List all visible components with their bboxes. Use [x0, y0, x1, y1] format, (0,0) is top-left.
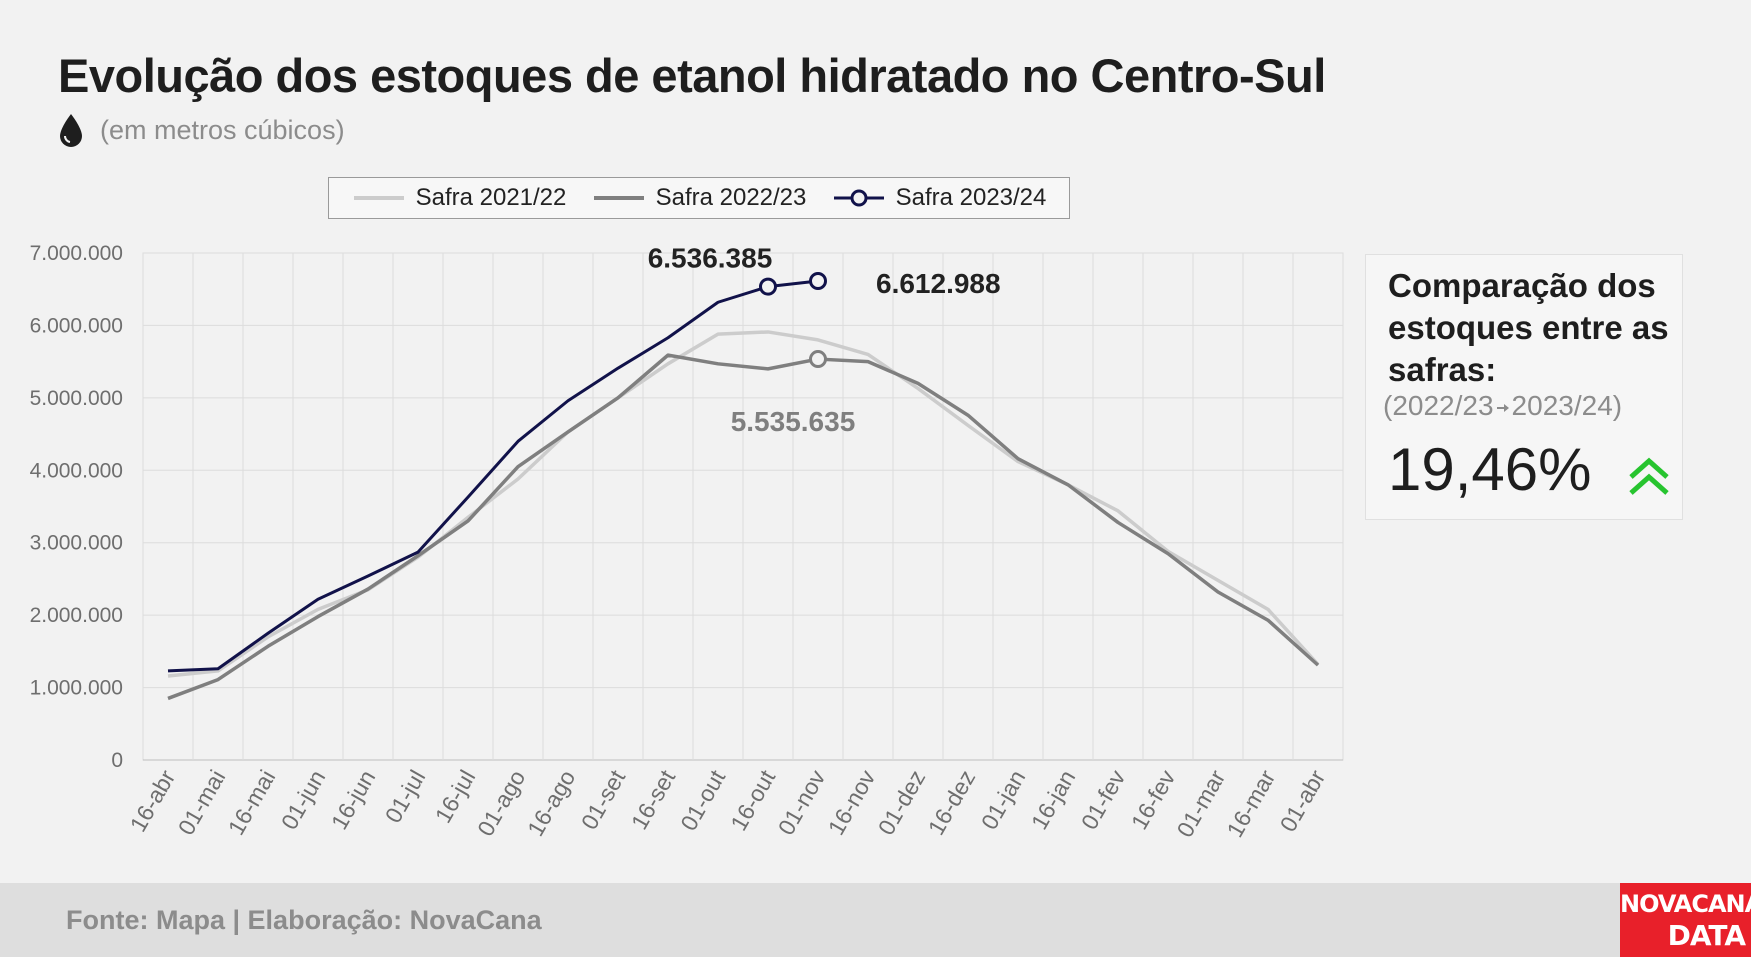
- chart-legend: Safra 2021/22 Safra 2022/23 Safra 2023/2…: [328, 177, 1070, 219]
- series-line-1: [167, 353, 1320, 701]
- panel-subtitle-to: 2023/24): [1511, 390, 1623, 421]
- x-tick-label: 01-abr: [1275, 765, 1331, 836]
- x-tick-label: 01-dez: [873, 766, 931, 840]
- y-tick-label: 4.000.000: [30, 459, 123, 482]
- x-tick-label: 01-fev: [1076, 765, 1131, 834]
- x-tick-label: 16-mai: [223, 766, 281, 840]
- legend-label-2021: Safra 2021/22: [415, 184, 567, 211]
- x-tick-label: 16-fev: [1126, 765, 1181, 834]
- y-tick-label: 2.000.000: [30, 604, 123, 627]
- y-tick-label: 7.000.000: [30, 242, 123, 265]
- y-tick-label: 1.000.000: [30, 677, 123, 700]
- x-tick-label: 16-set: [626, 765, 681, 834]
- x-tick-label: 01-mai: [173, 766, 231, 840]
- data-label: 5.535.635: [731, 406, 856, 437]
- x-tick-label: 16-jun: [326, 766, 380, 834]
- y-tick-label: 3.000.000: [30, 532, 123, 555]
- x-tick-label: 01-jul: [380, 766, 431, 828]
- chart-title: Evolução dos estoques de etanol hidratad…: [58, 49, 1326, 102]
- data-label: 6.612.988: [876, 268, 1001, 299]
- footer: Fonte: Mapa | Elaboração: NovaCana: [0, 883, 1751, 957]
- percent-change: 19,46%: [1388, 436, 1592, 503]
- legend-item-2022: Safra 2022/23: [592, 184, 807, 212]
- x-tick-label: 01-mar: [1171, 765, 1230, 841]
- x-tick-label: 16-jul: [430, 766, 481, 828]
- legend-item-2023: Safra 2023/24: [832, 184, 1047, 212]
- x-tick-label: 01-jan: [976, 766, 1030, 834]
- x-tick-label: 01-out: [675, 765, 730, 835]
- panel-subtitle-from: (2022/23: [1383, 390, 1494, 421]
- chart-subtitle: (em metros cúbicos): [100, 114, 345, 145]
- arrow-right-icon: [1496, 403, 1509, 412]
- y-tick-label: 5.000.000: [30, 387, 123, 410]
- legend-swatch-2022: [593, 196, 644, 200]
- x-tick-label: 16-mar: [1221, 765, 1280, 841]
- x-tick-label: 16-ago: [522, 766, 580, 841]
- x-tick-label: 01-nov: [773, 765, 831, 839]
- brand-logo: NOVACANA DATA: [1620, 883, 1751, 957]
- y-tick-label: 0: [111, 749, 123, 772]
- data-point-marker: [759, 277, 777, 296]
- series-line-2: [167, 279, 819, 673]
- x-tick-label: 01-set: [576, 765, 631, 834]
- comparison-panel: Comparação dos estoques entre as safras:…: [1365, 254, 1683, 520]
- line-chart: 0 1.000.000 2.000.000 3.000.000 4.000.000 5.0…: [30, 242, 1344, 842]
- subtitle-row: (em metros cúbicos): [58, 112, 345, 148]
- legend-item-2021: Safra 2021/22: [352, 184, 567, 212]
- legend-label-2022: Safra 2022/23: [655, 184, 807, 211]
- panel-title: Comparação dos estoques entre as safras:: [1388, 267, 1669, 388]
- panel-subtitle: (2022/23 2023/24): [1383, 390, 1622, 422]
- legend-swatch-2021: [353, 196, 404, 200]
- legend-swatch-2023: [833, 189, 884, 207]
- data-point-marker: [809, 272, 827, 291]
- double-chevron-up-icon: [1629, 457, 1669, 495]
- x-tick-label: 16-jan: [1026, 766, 1080, 834]
- x-tick-label: 01-jun: [276, 766, 330, 834]
- data-point-marker: [809, 350, 827, 369]
- legend-label-2023: Safra 2023/24: [895, 184, 1047, 211]
- x-tick-label: 16-nov: [823, 765, 881, 839]
- logo-line1: NOVACANA: [1620, 890, 1751, 918]
- source-note: Fonte: Mapa | Elaboração: NovaCana: [66, 905, 542, 935]
- y-tick-label: 6.000.000: [30, 314, 123, 337]
- logo-line2: DATA: [1667, 919, 1746, 952]
- x-tick-label: 16-out: [725, 765, 780, 835]
- drop-icon: [60, 114, 82, 147]
- x-tick-label: 01-ago: [472, 766, 530, 841]
- data-label: 6.536.385: [648, 243, 773, 274]
- x-tick-label: 16-dez: [923, 766, 981, 840]
